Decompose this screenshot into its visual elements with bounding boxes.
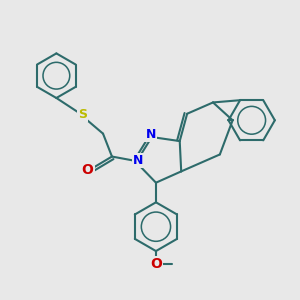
Text: O: O <box>150 257 162 271</box>
Text: S: S <box>78 108 87 122</box>
Text: O: O <box>82 163 94 177</box>
Text: N: N <box>133 154 143 167</box>
Text: N: N <box>146 128 156 141</box>
